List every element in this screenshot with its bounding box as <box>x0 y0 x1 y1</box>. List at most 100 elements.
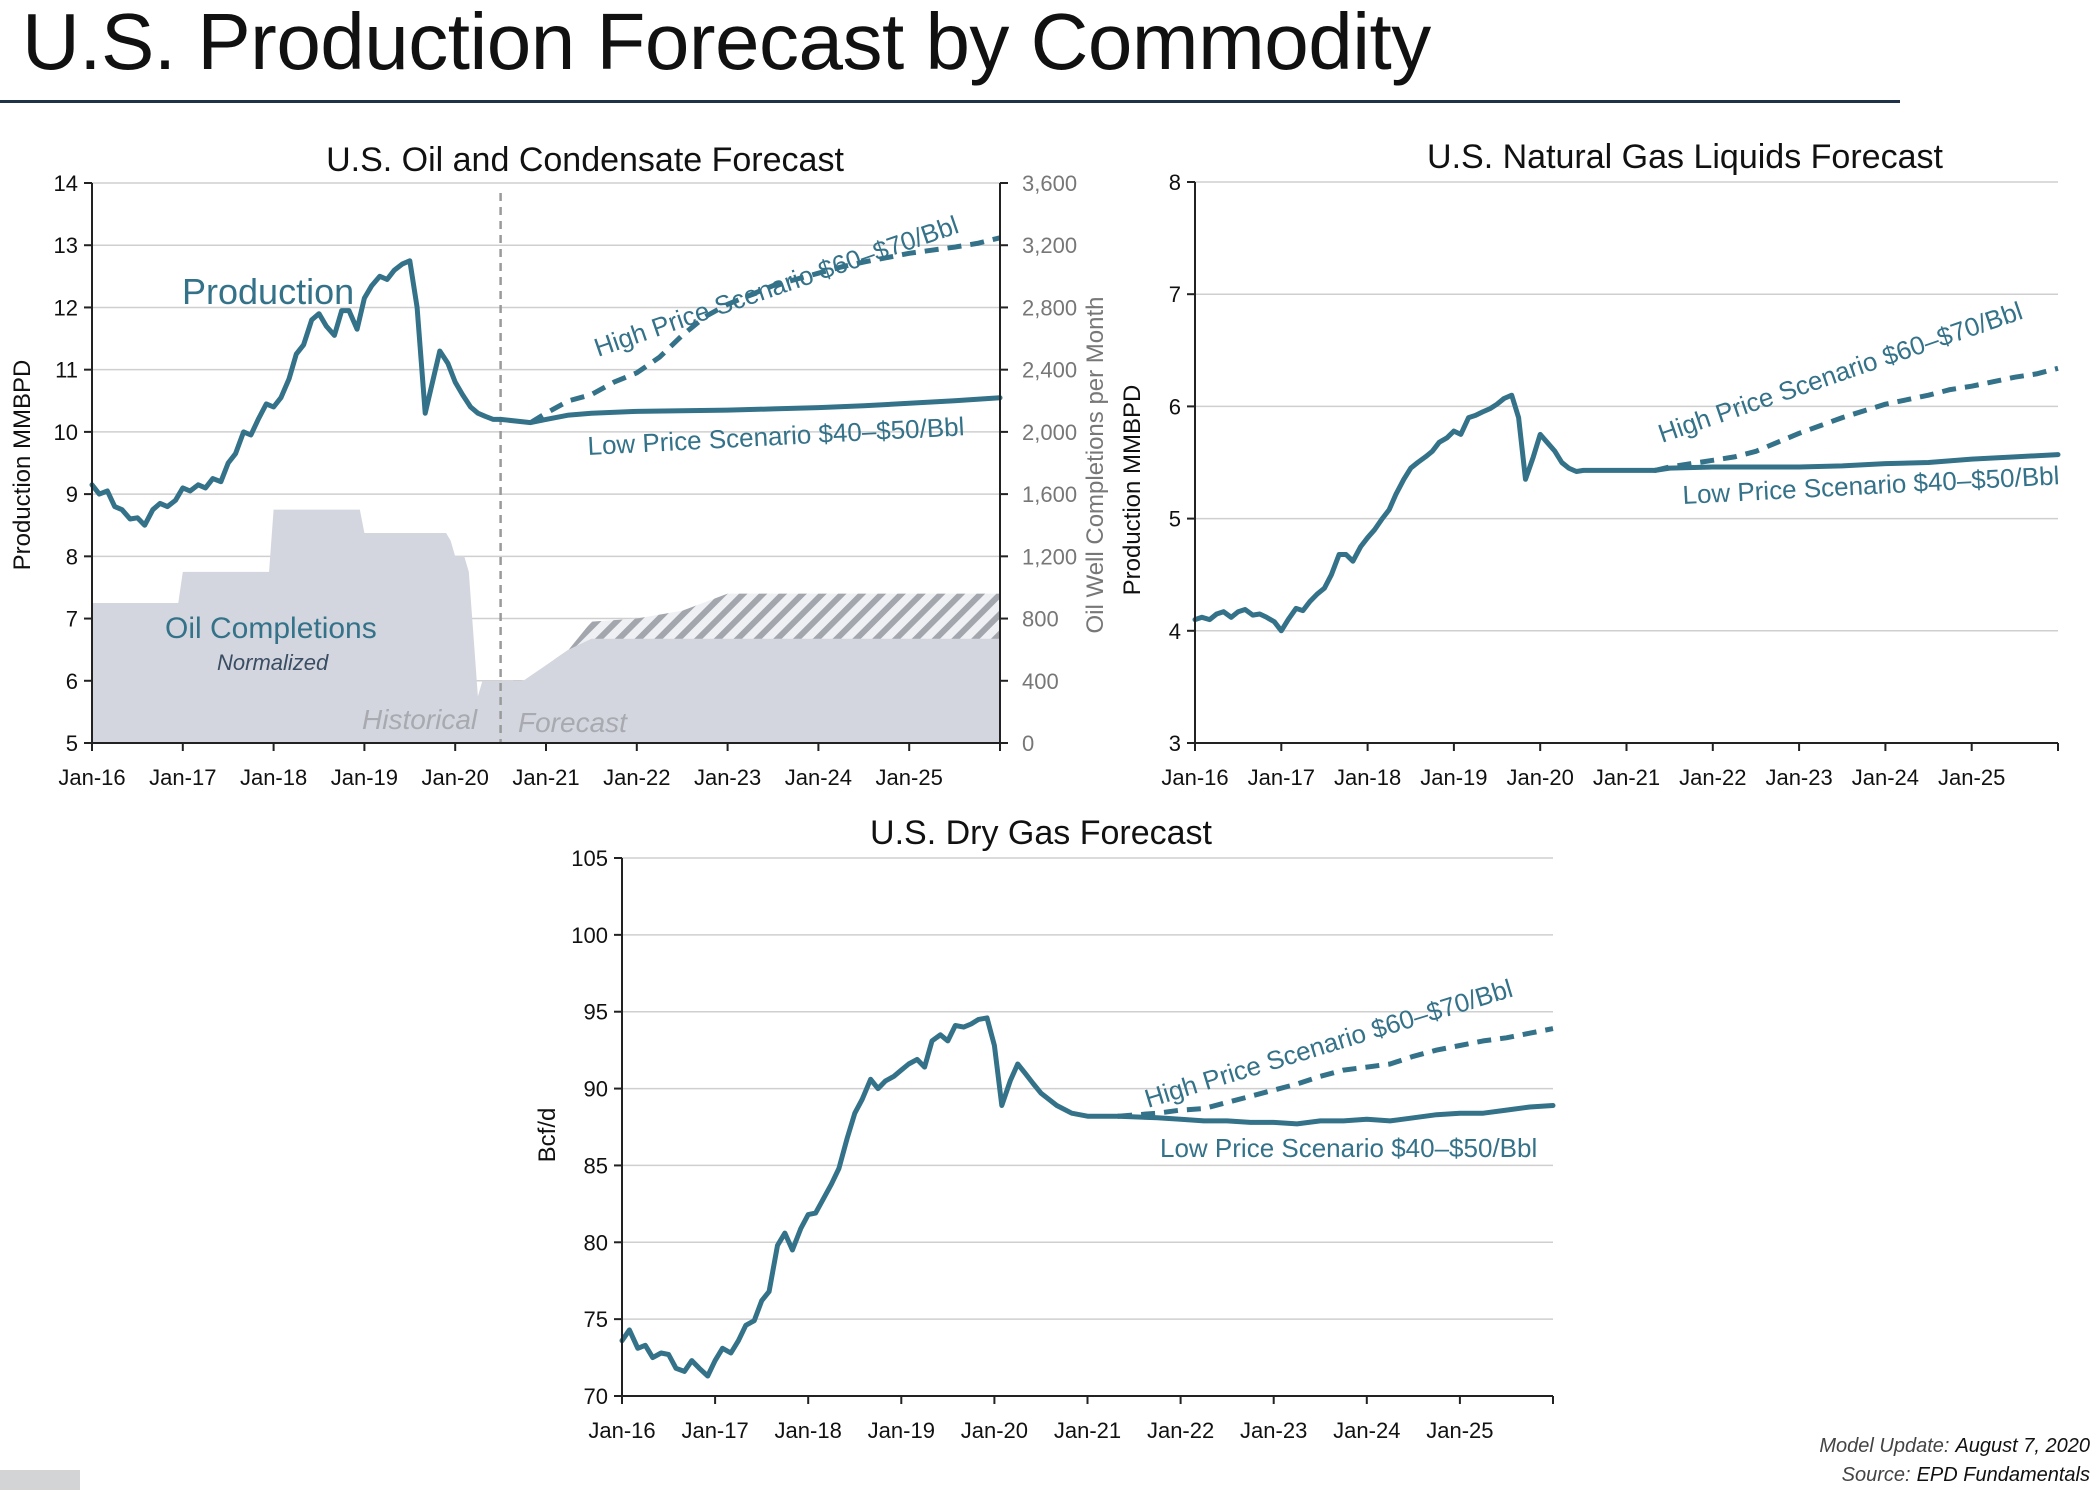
y2-tick-label: 800 <box>1022 607 1059 632</box>
title-rule <box>0 100 1900 103</box>
y2-tick-label: 1,200 <box>1022 544 1077 569</box>
y-tick-label: 14 <box>54 171 78 196</box>
x-tick-label: Jan-23 <box>1765 765 1832 790</box>
y-tick-label: 105 <box>571 846 608 871</box>
x-tick-label: Jan-17 <box>1248 765 1315 790</box>
y2-tick-label: 0 <box>1022 731 1034 756</box>
x-tick-label: Jan-21 <box>1593 765 1660 790</box>
x-tick-label: Jan-18 <box>240 765 307 790</box>
y-tick-label: 80 <box>584 1230 608 1255</box>
x-tick-label: Jan-19 <box>331 765 398 790</box>
x-tick-label: Jan-25 <box>1426 1418 1493 1443</box>
high-series-line <box>1118 1026 1554 1119</box>
production-annotation: Production <box>182 271 354 312</box>
x-tick-label: Jan-25 <box>1938 765 2005 790</box>
x-tick-label: Jan-19 <box>1420 765 1487 790</box>
completions-low-area <box>500 638 1000 743</box>
y2-tick-label: 2,800 <box>1022 295 1077 320</box>
y2-axis-label: Oil Well Completions per Month <box>1082 296 1109 633</box>
x-tick-label: Jan-22 <box>1147 1418 1214 1443</box>
model-update-label: Model Update: <box>1819 1435 1950 1457</box>
y-tick-label: 11 <box>55 358 78 383</box>
y2-tick-label: 400 <box>1022 669 1059 694</box>
x-tick-label: Jan-24 <box>785 765 852 790</box>
oil-forecast-chart: U.S. Oil and Condensate Forecast 5 6 7 8 9 10… <box>9 141 1109 790</box>
y-tick-label: 3 <box>1169 731 1181 756</box>
high-scenario-label: High Price Scenario $60–$70/Bbl <box>590 210 962 363</box>
model-update: Model Update: August 7, 2020 <box>1590 1432 2090 1461</box>
source: Source: EPD Fundamentals <box>1590 1461 2090 1490</box>
x-tick-label: Jan-24 <box>1333 1418 1400 1443</box>
y2-tick-label: 2,000 <box>1022 420 1077 445</box>
completions-history-area <box>92 509 501 743</box>
x-tick-label: Jan-16 <box>588 1418 655 1443</box>
y-axis-label: Bcf/d <box>534 1108 561 1163</box>
ngl-forecast-chart: U.S. Natural Gas Liquids Forecast 3 4 5 6 7 8… <box>1119 138 2061 790</box>
model-update-value: August 7, 2020 <box>1955 1435 2090 1457</box>
forecast-label: Forecast <box>518 707 628 738</box>
y-tick-label: 5 <box>66 731 78 756</box>
low-scenario-label: Low Price Scenario $40–$50/Bbl <box>587 411 965 461</box>
oil-completions-annotation: Oil Completions <box>165 612 377 645</box>
x-tick-label: Jan-20 <box>1507 765 1574 790</box>
x-tick-label: Jan-20 <box>961 1418 1028 1443</box>
y-tick-label: 95 <box>584 1000 608 1025</box>
x-tick-label: Jan-20 <box>422 765 489 790</box>
x-tick-label: Jan-22 <box>1679 765 1746 790</box>
y-tick-label: 5 <box>1169 507 1181 532</box>
chart-title: U.S. Dry Gas Forecast <box>870 814 1213 852</box>
low-series-line <box>498 395 1003 426</box>
low-series-line <box>1652 452 2061 473</box>
history-series-line <box>89 258 504 528</box>
y2-tick-label: 3,200 <box>1022 233 1077 258</box>
x-tick-label: Jan-17 <box>149 765 216 790</box>
y-tick-label: 8 <box>66 544 78 569</box>
page-title: U.S. Production Forecast by Commodity <box>22 0 1431 86</box>
y-tick-label: 100 <box>571 923 608 948</box>
y-tick-label: 12 <box>54 295 78 320</box>
high-series-line <box>529 235 1001 425</box>
y-tick-label: 6 <box>1169 394 1181 419</box>
y-tick-label: 6 <box>66 669 78 694</box>
corner-swatch <box>0 1470 80 1490</box>
high-scenario-label: High Price Scenario $60–$70/Bbl <box>1654 296 2026 449</box>
x-tick-label: Jan-25 <box>876 765 943 790</box>
y2-tick-label: 3,600 <box>1022 171 1077 196</box>
y-tick-label: 8 <box>1169 170 1181 195</box>
high-series-line <box>1654 365 2059 473</box>
x-tick-label: Jan-16 <box>1161 765 1228 790</box>
low-scenario-label: Low Price Scenario $40–$50/Bbl <box>1160 1133 1537 1163</box>
y-tick-label: 10 <box>54 420 78 445</box>
dry-gas-forecast-chart: U.S. Dry Gas Forecast 70 75 80 85 90 95 100 105… <box>534 814 1556 1443</box>
history-series-line <box>619 1015 1121 1379</box>
low-series-line <box>1115 1103 1556 1127</box>
y-tick-label: 75 <box>584 1307 608 1332</box>
y-axis-label: Production MMBPD <box>9 360 36 571</box>
x-tick-label: Jan-18 <box>775 1418 842 1443</box>
y-tick-label: 7 <box>1169 282 1181 307</box>
x-tick-label: Jan-22 <box>603 765 670 790</box>
x-tick-label: Jan-23 <box>1240 1418 1307 1443</box>
x-tick-label: Jan-18 <box>1334 765 1401 790</box>
source-value: EPD Fundamentals <box>1916 1464 2090 1486</box>
chart-title: U.S. Oil and Condensate Forecast <box>326 141 844 179</box>
footer: Model Update: August 7, 2020 Source: EPD F… <box>1590 1432 2090 1490</box>
y-tick-label: 13 <box>54 233 78 258</box>
x-tick-label: Jan-17 <box>681 1418 748 1443</box>
y2-tick-label: 1,600 <box>1022 482 1077 507</box>
x-tick-label: Jan-24 <box>1852 765 1919 790</box>
history-series-line <box>1192 392 1658 634</box>
y-axis-label: Production MMBPD <box>1119 385 1146 596</box>
x-tick-label: Jan-23 <box>694 765 761 790</box>
y-tick-label: 9 <box>66 482 78 507</box>
x-tick-label: Jan-16 <box>58 765 125 790</box>
source-label: Source: <box>1841 1464 1911 1486</box>
y-tick-label: 7 <box>66 607 78 632</box>
y2-tick-label: 2,400 <box>1022 358 1077 383</box>
y-tick-label: 90 <box>584 1077 608 1102</box>
y-tick-label: 70 <box>584 1384 608 1409</box>
normalized-annotation: Normalized <box>217 650 329 675</box>
historical-label: Historical <box>362 704 478 735</box>
chart-title: U.S. Natural Gas Liquids Forecast <box>1427 138 1943 176</box>
x-tick-label: Jan-21 <box>1054 1418 1121 1443</box>
